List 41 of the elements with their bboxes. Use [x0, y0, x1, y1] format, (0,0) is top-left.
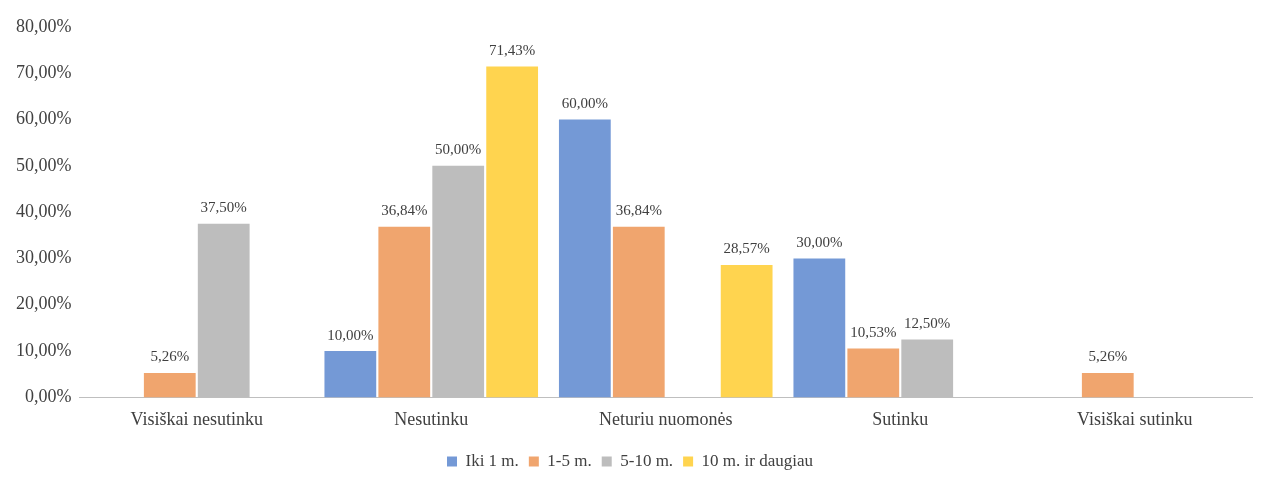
- data-label: 10,53%: [850, 324, 897, 341]
- bar: [720, 265, 773, 398]
- data-label: 30,00%: [796, 233, 843, 250]
- data-label: 5,26%: [1088, 348, 1128, 365]
- x-tick-label: Neturiu nuomonės: [599, 408, 733, 429]
- data-label: 36,84%: [381, 202, 428, 219]
- bar: [486, 66, 539, 398]
- y-tick-label: 40,00%: [15, 200, 72, 221]
- y-tick-label: 50,00%: [15, 154, 72, 175]
- x-tick-label: Visiškai nesutinku: [130, 408, 263, 429]
- legend-label: 5-10 m.: [620, 450, 674, 470]
- x-tick-label: Visiškai sutinku: [1077, 408, 1193, 429]
- legend-label: Iki 1 m.: [465, 450, 519, 470]
- y-tick-label: 60,00%: [15, 108, 72, 129]
- data-label: 37,50%: [200, 199, 247, 216]
- y-tick-label: 30,00%: [15, 247, 72, 268]
- y-tick-label: 70,00%: [15, 61, 72, 82]
- legend-label: 10 m. ir daugiau: [701, 450, 814, 470]
- bar: [324, 351, 377, 398]
- y-tick-label: 20,00%: [15, 293, 72, 314]
- data-label: 5,26%: [150, 348, 190, 365]
- y-tick-label: 0,00%: [24, 386, 72, 407]
- data-label: 28,57%: [723, 240, 770, 257]
- data-label: 50,00%: [435, 141, 482, 158]
- data-label: 36,84%: [615, 202, 662, 219]
- bar: [143, 373, 196, 398]
- data-label: 71,43%: [489, 41, 536, 58]
- bar: [378, 226, 431, 398]
- y-tick-label: 80,00%: [15, 15, 72, 36]
- x-tick-label: Sutinku: [872, 408, 929, 429]
- bar: [1081, 373, 1134, 398]
- x-tick-label: Nesutinku: [394, 408, 469, 429]
- y-tick-label: 10,00%: [15, 339, 72, 360]
- bar: [558, 119, 611, 398]
- data-label: 10,00%: [327, 326, 374, 343]
- bar: [612, 226, 665, 398]
- bar: [793, 258, 846, 398]
- bar: [847, 348, 900, 398]
- legend-label: 1-5 m.: [547, 450, 592, 470]
- data-label: 60,00%: [561, 94, 608, 111]
- data-label: 12,50%: [904, 314, 951, 331]
